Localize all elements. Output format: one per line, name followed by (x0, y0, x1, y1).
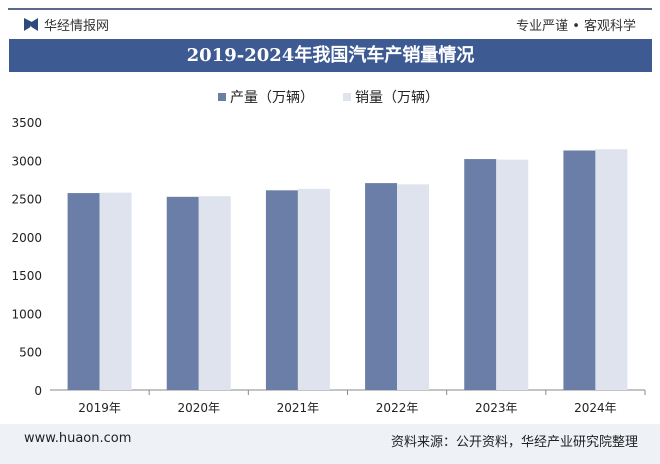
x-tick-label: 2023年 (475, 401, 518, 415)
brand: 华经情报网 (24, 15, 109, 34)
footer-source: 资料来源：公开资料，华经产业研究院整理 (390, 435, 638, 450)
x-tick-label: 2021年 (277, 401, 320, 415)
logo-icon (24, 18, 38, 31)
bar-sales (198, 196, 231, 390)
brand-name: 华经情报网 (44, 19, 110, 34)
bar-sales (595, 149, 628, 390)
x-tick-label: 2022年 (376, 401, 419, 415)
y-tick-label: 3500 (11, 116, 42, 130)
bar-production (365, 183, 398, 390)
y-tick-label: 2000 (11, 231, 42, 245)
y-tick-label: 500 (19, 346, 42, 360)
legend-swatch (343, 93, 351, 101)
bar-chart: 0 500 1000 1500 2000 2500 3000 3500 2019年 2020年 20… (11, 90, 646, 415)
bar-production (563, 150, 596, 390)
y-tick-label: 0 (34, 384, 42, 398)
bar-sales (496, 159, 529, 390)
footer-url: www.huaon.com (24, 431, 132, 446)
x-tick-label: 2020年 (177, 401, 220, 415)
bar-production (67, 193, 100, 390)
footer-bar (0, 424, 660, 464)
bar-sales (397, 184, 430, 390)
x-tick-label: 2019年 (78, 401, 121, 415)
slogan: 专业严谨 • 客观科学 (516, 19, 636, 34)
legend-label: 销量（万辆） (355, 90, 439, 106)
y-tick-label: 3000 (11, 154, 42, 168)
bar-production (166, 196, 199, 390)
chart-title: 2019-2024年我国汽车产销量情况 (9, 39, 652, 72)
y-tick-label: 2500 (11, 193, 42, 207)
y-tick-label: 1500 (11, 269, 42, 283)
legend-label: 产量（万辆） (230, 90, 314, 106)
legend-swatch (218, 93, 226, 101)
bar-sales (99, 192, 132, 390)
top-divider (8, 8, 652, 10)
x-tick-label: 2024年 (574, 401, 617, 415)
bar-production (464, 159, 497, 390)
bar-sales (297, 188, 330, 390)
y-tick-label: 1000 (11, 307, 42, 321)
bar-production (265, 190, 298, 390)
